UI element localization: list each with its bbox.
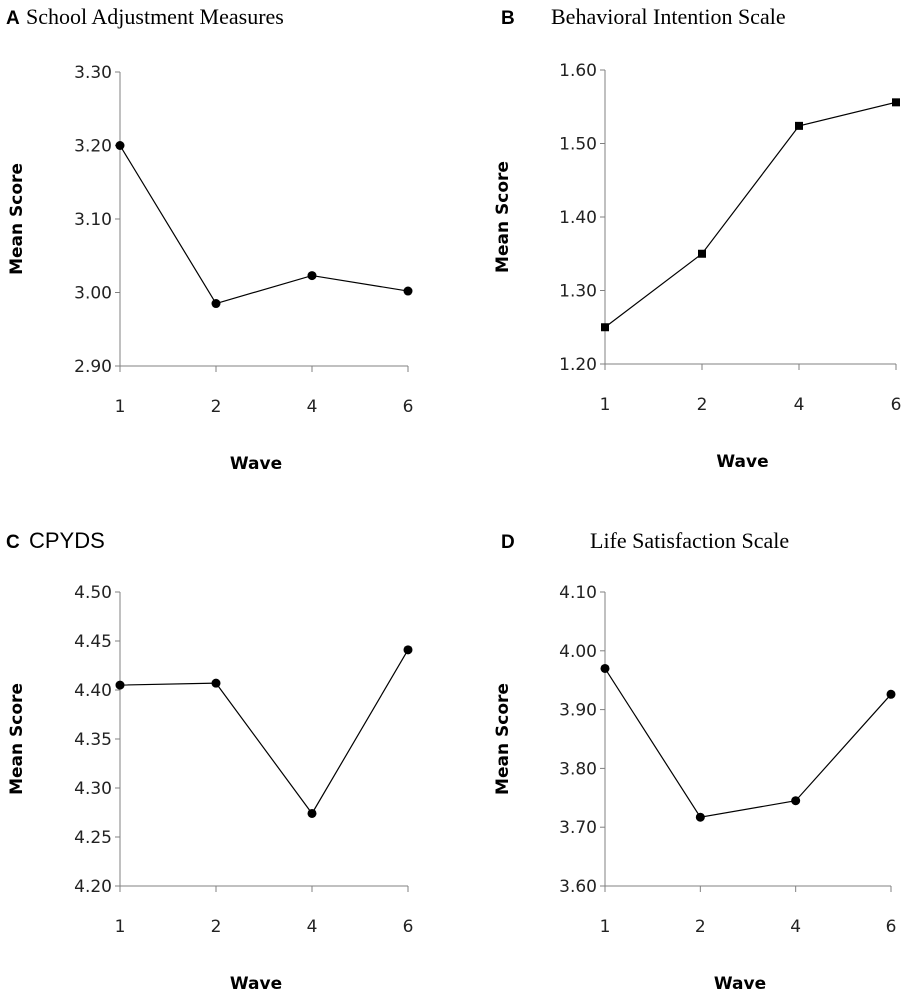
x-axis-title-a: Wave <box>230 454 282 474</box>
y-axis-title-c: Mean Score <box>7 683 27 795</box>
y-tick-label-d: 3.70 <box>559 818 597 838</box>
series-line-c <box>119 649 409 815</box>
x-tick-label-c: 1 <box>115 917 126 937</box>
y-tick-label-a: 3.20 <box>74 137 112 157</box>
data-point-b <box>601 323 609 332</box>
y-tick-label-d: 4.10 <box>559 583 597 603</box>
plot-area-b: 1.20 1.30 1.40 1.50 1.60 1 2 4 6 Wave Mean Score <box>493 61 901 472</box>
panel-d: D Life Satisfaction Scale 3.603.703.803.… <box>493 528 896 994</box>
y-axis-title-a: Mean Score <box>7 163 27 275</box>
plot-area-a: 2.90 3.00 3.10 3.20 3.30 1 2 4 6 Wave Mean Score <box>7 63 413 474</box>
y-tick-label-a: 3.00 <box>74 284 112 304</box>
data-point-b <box>698 249 706 258</box>
panel-letter-a: A <box>6 8 20 29</box>
panel-letter-c: C <box>6 532 20 553</box>
panel-title-b: Behavioral Intention Scale <box>551 4 786 29</box>
data-point-d <box>600 663 610 673</box>
x-tick-label-b: 1 <box>600 395 611 415</box>
data-point-d <box>791 796 801 806</box>
panel-b: B Behavioral Intention Scale 1.20 1.30 1.4… <box>493 4 901 472</box>
data-point-c <box>403 645 413 655</box>
y-tick-label-c: 4.45 <box>74 632 112 652</box>
x-axis-title-b: Wave <box>716 452 768 472</box>
y-tick-label-c: 4.35 <box>74 730 112 750</box>
x-tick-label-d: 2 <box>695 917 706 937</box>
y-tick-label-a: 3.10 <box>74 210 112 230</box>
x-tick-label-a: 2 <box>211 397 222 417</box>
series-line-b <box>604 101 897 328</box>
x-tick-label-d: 4 <box>790 917 801 937</box>
y-tick-label-d: 3.90 <box>559 701 597 721</box>
plot-area-d: 3.60 3.70 3.80 3.90 4.00 4.10 1 2 4 6 Wave Mean Sco… <box>493 583 896 994</box>
y-tick-label-b: 1.20 <box>559 355 597 375</box>
x-axis-title-d: Wave <box>714 974 766 994</box>
series-line-d <box>604 668 892 818</box>
x-tick-label-a: 1 <box>115 397 126 417</box>
y-axis-title-b: Mean Score <box>493 161 513 273</box>
x-tick-label-b: 2 <box>697 395 708 415</box>
plot-area-c: 4.20 4.25 4.30 4.35 4.40 4.45 4.50 1 2 4 6 Wave Mean… <box>7 583 413 994</box>
data-point-a <box>211 299 221 309</box>
panel-a: A School Adjustment Measures 2.90 3.00 3.1… <box>6 4 413 474</box>
x-tick-label-c: 4 <box>307 917 318 937</box>
x-tick-label-a: 6 <box>403 397 414 417</box>
y-tick-label-b: 1.30 <box>559 282 597 302</box>
panel-letter-b: B <box>501 8 515 29</box>
panel-letter-d: D <box>501 532 515 553</box>
y-tick-label-b: 1.60 <box>559 61 597 81</box>
data-point-d <box>695 812 705 822</box>
y-tick-label-c: 4.30 <box>74 779 112 799</box>
series-line-a <box>119 145 409 305</box>
data-point-b <box>892 98 900 107</box>
x-tick-label-b: 6 <box>891 395 902 415</box>
panel-title-c: CPYDS <box>29 528 105 553</box>
x-tick-label-d: 6 <box>886 917 897 937</box>
y-axis-title-d: Mean Score <box>493 683 513 795</box>
y-tick-label-c: 4.40 <box>74 681 112 701</box>
y-tick-label-b: 1.40 <box>559 208 597 228</box>
panel-c: C CPYDS 4.20 4.25 4.30 4.35 4.40 4.45 4.50 1 2 4 6… <box>6 528 413 994</box>
data-point-b <box>795 121 803 130</box>
data-point-c <box>115 680 125 690</box>
x-tick-label-c: 6 <box>403 917 414 937</box>
x-tick-label-b: 4 <box>794 395 805 415</box>
panel-title-d: Life Satisfaction Scale <box>590 528 789 553</box>
data-point-a <box>115 141 125 150</box>
data-point-c <box>307 808 317 818</box>
y-tick-label-b: 1.50 <box>559 135 597 155</box>
x-tick-label-c: 2 <box>211 917 222 937</box>
y-tick-label-a: 2.90 <box>74 357 112 377</box>
data-point-c <box>211 678 221 688</box>
y-tick-label-d: 4.00 <box>559 642 597 662</box>
data-point-d <box>886 689 896 699</box>
y-tick-label-d: 3.80 <box>559 759 597 779</box>
data-point-a <box>403 286 413 296</box>
data-point-a <box>307 271 317 281</box>
y-tick-label-a: 3.30 <box>74 63 112 83</box>
y-tick-label-d: 3.60 <box>559 877 597 897</box>
y-tick-label-c: 4.25 <box>74 828 112 848</box>
x-tick-label-d: 1 <box>600 917 611 937</box>
panel-title-a: School Adjustment Measures <box>26 4 284 29</box>
y-tick-label-c: 4.50 <box>74 583 112 603</box>
x-tick-label-a: 4 <box>307 397 318 417</box>
y-tick-label-c: 4.20 <box>74 877 112 897</box>
x-axis-title-c: Wave <box>230 974 282 994</box>
